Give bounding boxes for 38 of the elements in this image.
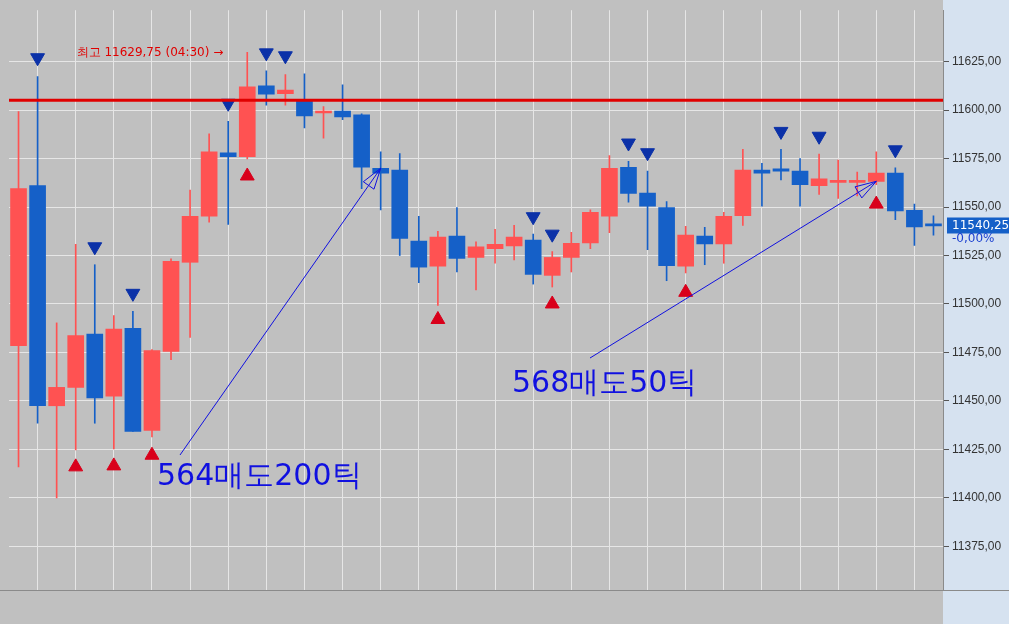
candlestick (219, 120, 237, 225)
point (277, 51, 293, 65)
point (887, 145, 903, 159)
y-tick-label: 11525,00 (952, 247, 1002, 262)
candlestick (486, 228, 504, 264)
point (87, 242, 103, 256)
point (525, 212, 541, 226)
y-tick-label: 11400,00 (952, 490, 1002, 505)
text: -0,00% (952, 230, 995, 245)
text: 11540,25 (952, 217, 1009, 232)
y-tick-label: 11500,00 (952, 296, 1002, 311)
annotation: 568매도50틱 (512, 364, 698, 399)
point (258, 48, 274, 62)
point (544, 229, 560, 243)
candlestick (810, 153, 828, 195)
annotation: 최고 11629,75 (04:30) → (76, 44, 224, 59)
candlestick (505, 225, 523, 261)
y-tick-label: 11425,00 (952, 441, 1002, 456)
point (125, 288, 141, 302)
point (106, 457, 122, 471)
y-tick-label: 11475,00 (952, 344, 1002, 359)
y-tick-label: 11550,00 (952, 199, 1002, 214)
point (640, 148, 655, 162)
y-tick-label: 11625,00 (952, 53, 1002, 68)
y-tick-label: 11450,00 (952, 393, 1002, 408)
point (144, 446, 160, 460)
candlestick (696, 227, 714, 266)
y-tick-label: 11375,00 (952, 538, 1002, 553)
y-tick-label: 11600,00 (952, 102, 1002, 117)
candlestick (829, 159, 847, 199)
point (68, 458, 84, 472)
y-tick-label: 11575,00 (952, 150, 1002, 165)
point (811, 131, 827, 145)
annotation: 564매도200틱 (157, 457, 362, 492)
candlestick (772, 149, 790, 181)
point (773, 126, 789, 140)
point (621, 138, 636, 152)
point (30, 53, 46, 67)
